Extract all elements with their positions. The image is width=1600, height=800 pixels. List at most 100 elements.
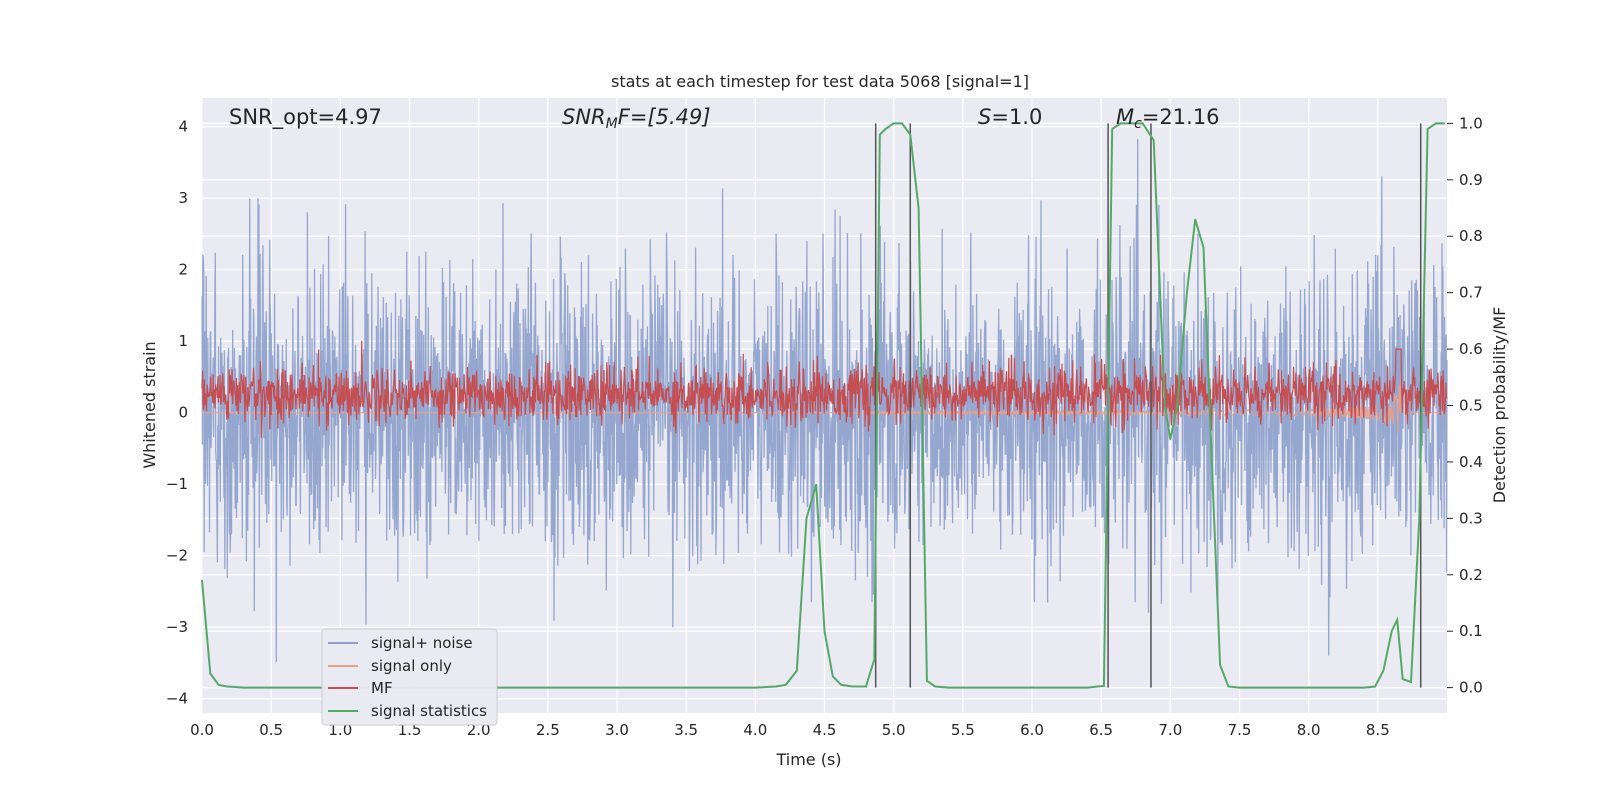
signal-statistics-point xyxy=(1443,122,1445,125)
signal-statistics-line xyxy=(201,122,1445,689)
x-tick-label: 0.0 xyxy=(190,721,214,739)
signal-statistics-point xyxy=(823,630,826,632)
y-tick-label: 0 xyxy=(178,404,188,422)
x-ticks: 0.0 0.5 1.0 1.5 2.0 2.5 3.0 3.5 4.0 4.5 5.0 5.5 6.0 6… xyxy=(190,721,1390,739)
y2-ticks: 0.0 0.1 0.2 0.3 0.4 0.5 0.6 0.7 0.8 0.9 1.0 xyxy=(1447,114,1483,697)
x-tick-label: 4.0 xyxy=(743,721,767,739)
series-signal-noise xyxy=(201,139,1448,663)
signal-statistics-point xyxy=(796,669,798,672)
signal-statistics-point xyxy=(1418,517,1421,520)
signal-statistics-point xyxy=(884,128,887,130)
signal-statistics-point xyxy=(616,686,618,689)
signal-statistics-point xyxy=(1374,685,1376,688)
signal-statistics-point xyxy=(1435,122,1437,125)
legend: signal+ noise signal only MF signal stat… xyxy=(321,628,498,726)
signal-statistics-point xyxy=(840,684,842,686)
signal-statistics-point xyxy=(1119,122,1122,125)
x-tick-label: 0.5 xyxy=(259,721,283,739)
signal-statistics-point xyxy=(1111,128,1113,130)
x-tick-label: 7.5 xyxy=(1228,721,1252,739)
signal-statistics-point xyxy=(1086,686,1089,689)
annotation-snr-opt: SNR_opt=4.97 xyxy=(229,105,382,130)
y2-axis-label: Detection probability/MF xyxy=(1490,307,1509,504)
y2-tick-label: 0.8 xyxy=(1459,227,1483,245)
signal-statistics-point xyxy=(832,675,834,678)
y2-tick-label: 0.4 xyxy=(1459,453,1483,471)
signal-statistics-point xyxy=(242,686,245,689)
x-tick-label: 5.0 xyxy=(882,721,906,739)
y-tick-label: 3 xyxy=(178,189,188,207)
signal-statistics-point xyxy=(1031,686,1033,689)
annotation-mc-main: M xyxy=(1116,105,1134,129)
signal-statistics-point xyxy=(934,685,936,688)
signal-statistics-point xyxy=(1176,404,1179,407)
signal-statistics-point xyxy=(1164,404,1166,407)
signal-statistics-point xyxy=(201,579,203,582)
x-tick-label: 5.5 xyxy=(951,721,975,739)
annotation-s-main: S xyxy=(978,105,991,129)
signal-statistics-point xyxy=(234,686,236,688)
y-ticks: −4 −3 −2 −1 0 1 2 3 4 xyxy=(166,118,188,708)
y2-tick-label: 0.9 xyxy=(1459,171,1483,189)
x-tick-label: 3.0 xyxy=(605,721,629,739)
y-tick-label: −3 xyxy=(166,618,188,636)
annotation-s: S=1.0 xyxy=(978,105,1042,129)
signal-statistics-point xyxy=(209,672,212,675)
signal-statistics-point xyxy=(1128,122,1130,125)
signal-statistics-point xyxy=(1141,122,1144,125)
signal-statistics-point xyxy=(1169,438,1172,441)
x-tick-label: 6.0 xyxy=(1020,721,1044,739)
signal-statistics-point xyxy=(1396,619,1398,621)
signal-statistics-point xyxy=(226,685,228,688)
y-axis-label: Whitened strain xyxy=(140,341,159,468)
x-tick-label: 7.0 xyxy=(1158,721,1182,739)
signal-statistics-point xyxy=(754,686,757,689)
x-axis-label: Time (s) xyxy=(775,750,841,769)
y-tick-label: −4 xyxy=(166,690,188,708)
signal-statistics-point xyxy=(1202,246,1205,249)
signal-statistics-point xyxy=(1382,669,1385,672)
legend-label-signal-statistics: signal statistics xyxy=(371,702,487,720)
signal-statistics-point xyxy=(1227,685,1230,688)
legend-label-signal-only: signal only xyxy=(371,657,452,675)
signal-statistics-point xyxy=(1194,218,1196,221)
annotation-s-rest: =1.0 xyxy=(991,105,1042,129)
signal-statistics-point xyxy=(1186,291,1188,294)
mf-line xyxy=(201,340,1448,438)
signal-statistics-point xyxy=(948,686,950,689)
x-tick-label: 3.5 xyxy=(674,721,698,739)
y2-tick-label: 1.0 xyxy=(1459,114,1483,132)
x-tick-label: 4.5 xyxy=(813,721,837,739)
y2-tick-label: 0.7 xyxy=(1459,284,1483,302)
legend-box xyxy=(321,628,498,726)
annotation-snr-mf-rest: F=[5.49] xyxy=(618,105,711,129)
signal-statistics-point xyxy=(1307,686,1310,689)
signal-statistics-point xyxy=(901,122,903,125)
signal-statistics-point xyxy=(805,517,808,520)
signal-statistics-point xyxy=(1152,139,1155,142)
y-tick-label: 4 xyxy=(178,118,188,136)
y2-tick-label: 0.3 xyxy=(1459,509,1483,527)
x-tick-label: 6.5 xyxy=(1089,721,1113,739)
y-tick-label: 2 xyxy=(178,261,188,279)
series-mf xyxy=(201,340,1448,438)
annotation-snr-mf: SNRMF=[5.49] xyxy=(562,105,711,132)
signal-statistics-point xyxy=(851,685,853,688)
y-tick-label: −2 xyxy=(166,547,188,565)
signal-statistics-point xyxy=(1426,128,1429,130)
annotation-mc-rest: =21.16 xyxy=(1142,105,1220,129)
signal-statistics-point xyxy=(1390,630,1393,632)
y2-tick-label: 0.6 xyxy=(1459,340,1483,358)
annotation-snr-mf-main: SNR xyxy=(562,105,606,129)
signal-statistics-point xyxy=(1363,686,1365,689)
legend-label-mf: MF xyxy=(371,679,393,697)
chart-title: stats at each timestep for test data 506… xyxy=(611,72,1029,91)
signal-statistics-point xyxy=(775,685,777,688)
signal-statistics-point xyxy=(892,122,895,125)
signal-statistics-point xyxy=(1401,678,1404,680)
y2-tick-label: 0.5 xyxy=(1459,397,1483,415)
annotation-mc: Mc=21.16 xyxy=(1116,105,1220,132)
signal-statistics-point xyxy=(873,658,876,661)
y2-tick-label: 0.2 xyxy=(1459,566,1483,584)
